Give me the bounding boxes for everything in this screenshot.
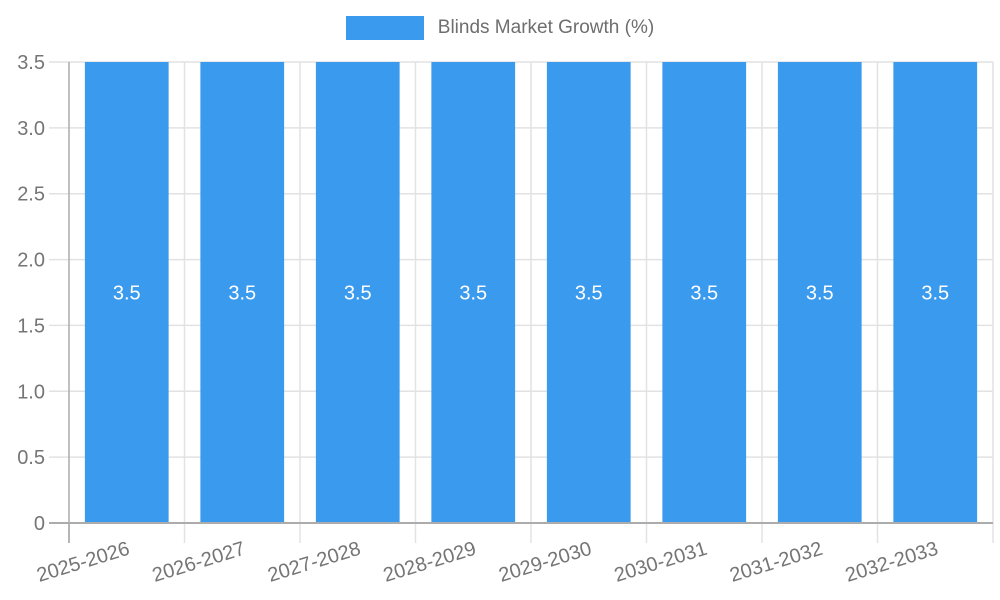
bar-value-label: 3.5: [921, 283, 949, 305]
bar[interactable]: [200, 62, 285, 523]
y-tick-label: 2.0: [17, 250, 45, 272]
x-tick-label: 2028-2029: [381, 538, 479, 587]
y-tick-label: 1.5: [17, 315, 45, 337]
bar-value-label: 3.5: [690, 283, 718, 305]
x-tick-label: 2032-2033: [843, 538, 941, 587]
x-tick-label: 2029-2030: [496, 538, 594, 587]
bar[interactable]: [893, 62, 978, 523]
x-tick-label: 2031-2032: [727, 538, 825, 587]
bar[interactable]: [777, 62, 862, 523]
legend-item[interactable]: Blinds Market Growth (%): [0, 16, 1000, 40]
legend-swatch: [345, 16, 424, 40]
x-tick-label: 2026-2027: [150, 538, 248, 587]
x-tick-label: 2030-2031: [612, 538, 710, 587]
x-tick-label: 2025-2026: [34, 538, 132, 587]
bar[interactable]: [315, 62, 400, 523]
bar-value-label: 3.5: [228, 283, 256, 305]
bar[interactable]: [546, 62, 631, 523]
legend-label: Blinds Market Growth (%): [437, 17, 655, 38]
bar-value-label: 3.5: [344, 283, 372, 305]
bar-value-label: 3.5: [113, 283, 141, 305]
y-tick-label: 1.0: [17, 381, 45, 403]
x-tick-label: 2027-2028: [265, 538, 363, 587]
y-tick-label: 0: [34, 513, 45, 535]
bar-value-label: 3.5: [575, 283, 603, 305]
y-tick-label: 3.5: [17, 52, 45, 74]
bar-value-label: 3.5: [459, 283, 487, 305]
y-tick-label: 0.5: [17, 447, 45, 469]
bar[interactable]: [431, 62, 516, 523]
bar[interactable]: [84, 62, 169, 523]
y-tick-label: 3.0: [17, 118, 45, 140]
y-tick-label: 2.5: [17, 184, 45, 206]
bar[interactable]: [662, 62, 747, 523]
bar-value-label: 3.5: [806, 283, 834, 305]
